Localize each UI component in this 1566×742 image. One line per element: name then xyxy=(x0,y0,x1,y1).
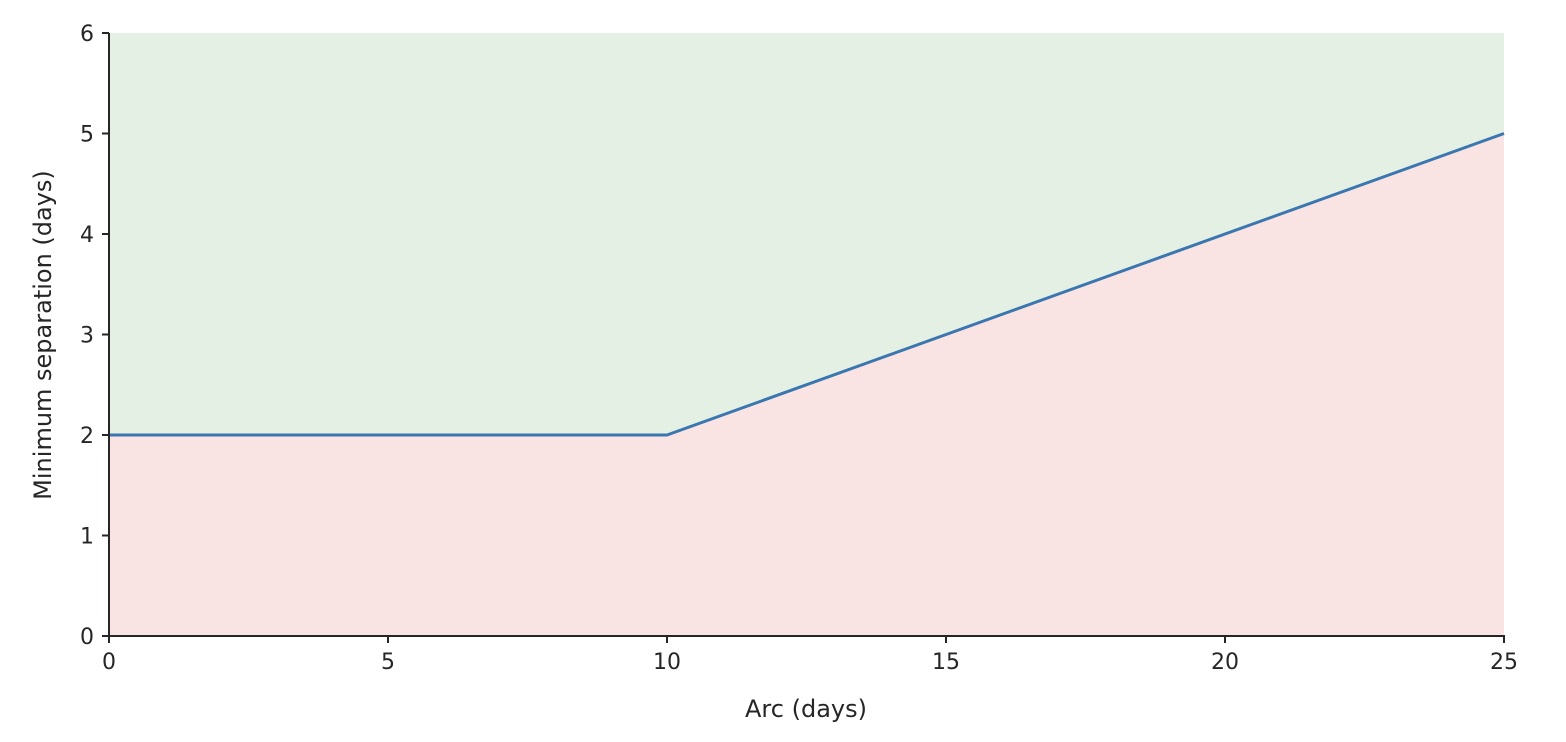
y-axis-title: Minimum separation (days) xyxy=(29,170,57,500)
x-tick-label: 15 xyxy=(932,650,960,675)
x-axis-title: Arc (days) xyxy=(745,695,867,723)
x-tick-label: 10 xyxy=(653,650,681,675)
region-above xyxy=(109,33,1504,435)
y-tick-label: 0 xyxy=(80,625,94,650)
plot-area xyxy=(109,33,1505,636)
y-tick-label: 3 xyxy=(80,324,94,349)
y-tick-label: 1 xyxy=(80,525,94,550)
axes: 0 5 10 15 20 25 0 1 2 3 4 5 6 xyxy=(80,22,1518,675)
x-tick-label: 5 xyxy=(381,650,395,675)
y-tick-label: 6 xyxy=(80,22,94,47)
x-tick-label: 25 xyxy=(1490,650,1518,675)
x-tick-label: 20 xyxy=(1211,650,1239,675)
y-tick-label: 5 xyxy=(80,123,94,148)
series-line xyxy=(109,132,1505,437)
y-tick-label: 4 xyxy=(80,223,94,248)
y-tick-label: 2 xyxy=(80,424,94,449)
x-tick-label: 0 xyxy=(102,650,116,675)
